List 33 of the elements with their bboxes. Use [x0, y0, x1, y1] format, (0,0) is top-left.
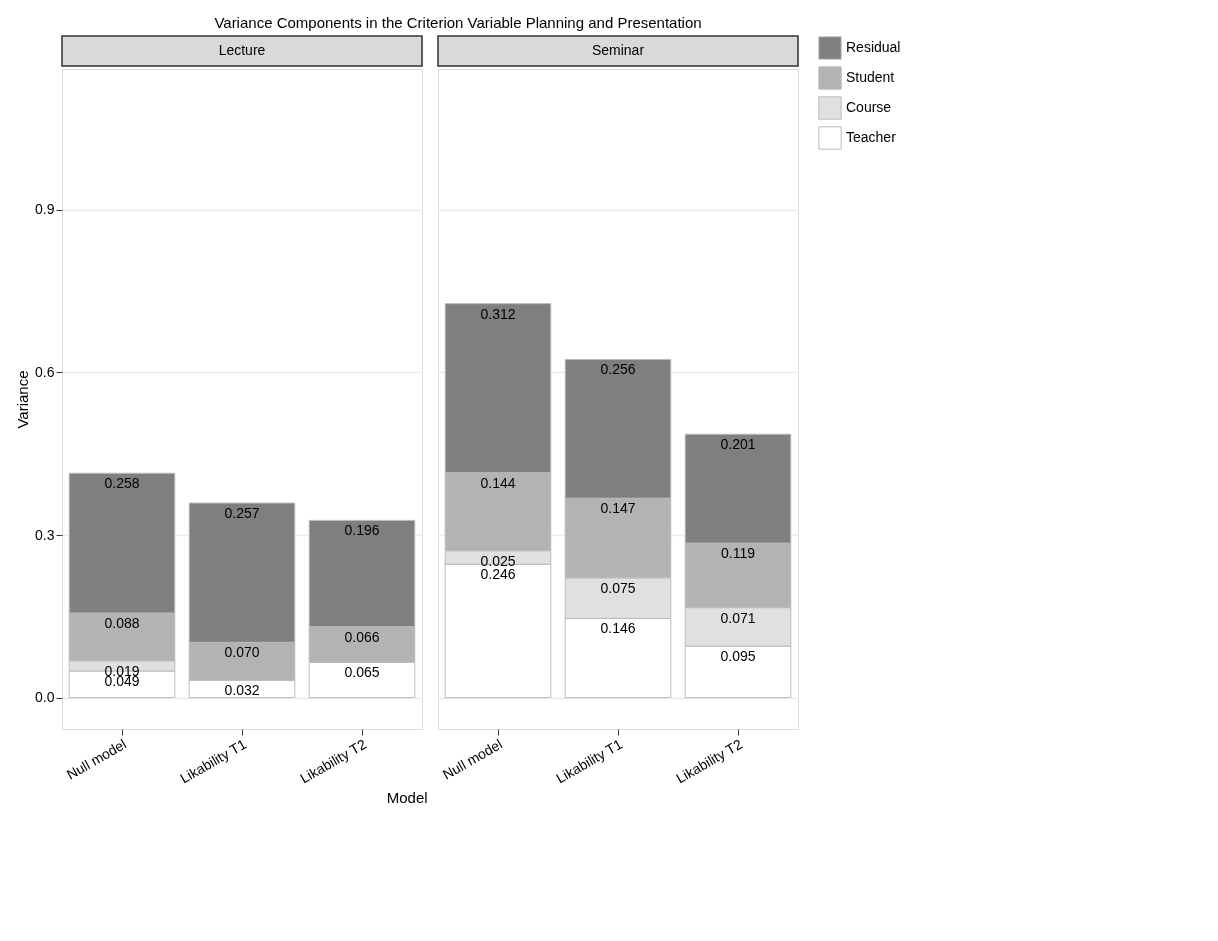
data-label: 0.312: [480, 305, 516, 322]
data-label: 0.065: [344, 664, 380, 681]
data-label: 0.095: [720, 648, 756, 665]
legend-label: Course: [846, 99, 892, 115]
data-label: 0.258: [104, 475, 140, 492]
data-label: 0.088: [104, 615, 140, 632]
data-label: 0.032: [224, 682, 260, 699]
data-label: 0.071: [720, 609, 756, 626]
y-tick-label: 0.9: [35, 201, 55, 218]
data-label: 0.196: [344, 522, 380, 539]
data-label: 0.075: [600, 579, 636, 596]
data-label: 0.144: [480, 474, 516, 491]
data-label: 0.257: [224, 505, 260, 522]
data-label: 0.066: [344, 628, 380, 645]
y-axis-title: Variance: [14, 370, 32, 429]
data-label: 0.025: [480, 552, 516, 569]
y-tick-label: 0.3: [35, 526, 55, 543]
data-label: 0.070: [224, 644, 260, 661]
data-label: 0.147: [600, 500, 636, 517]
data-label: 0.201: [720, 436, 756, 453]
chart-subtitle: Lecture: [218, 42, 266, 58]
data-label: 0.246: [480, 566, 516, 583]
y-tick-label: 0.6: [35, 363, 55, 380]
data-label: 0.146: [600, 620, 636, 637]
legend-label: Teacher: [846, 129, 897, 145]
data-label: 0.119: [721, 545, 756, 562]
legend-label: Student: [846, 69, 895, 85]
legend-label: Residual: [846, 39, 901, 55]
x-axis-title: Model: [386, 788, 428, 806]
y-tick-label: 0.0: [35, 689, 55, 706]
chart-subtitle: Seminar: [591, 42, 645, 58]
text: Variance Components in the Criterion Variable Planning and Presentation: [214, 13, 702, 31]
data-label: 0.256: [600, 361, 636, 378]
